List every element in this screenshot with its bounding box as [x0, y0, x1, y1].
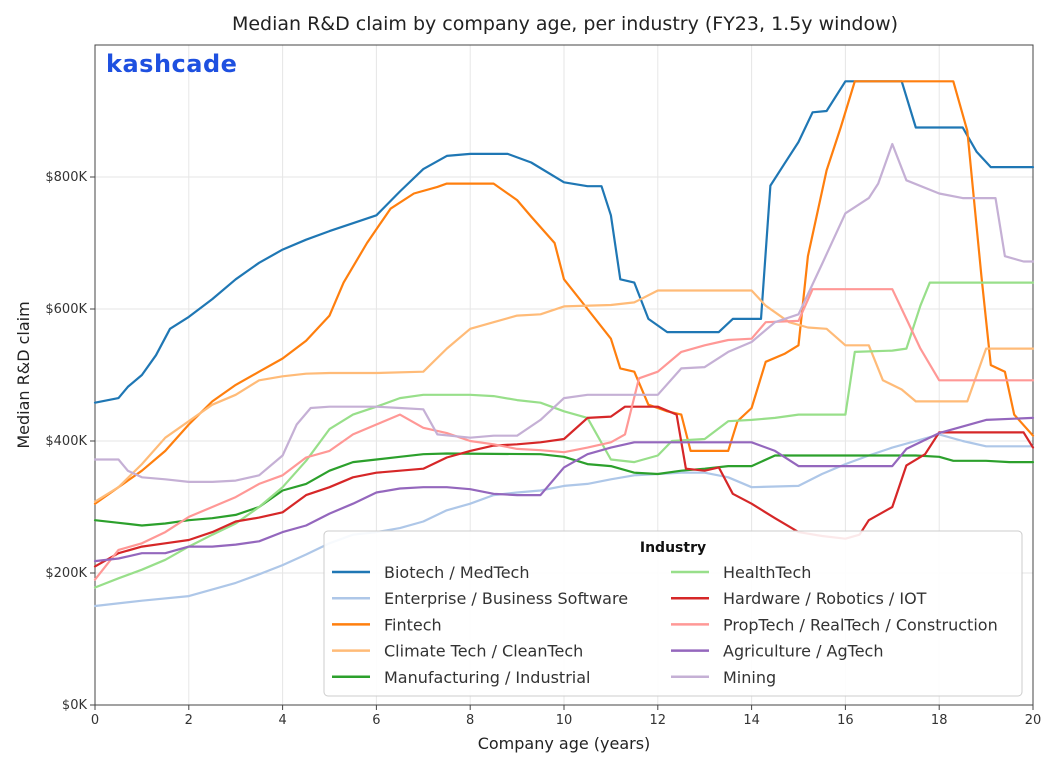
legend-label-enterprise-business-software: Enterprise / Business Software: [384, 589, 628, 608]
series-line-proptech-realtech-construction: [93, 288, 1035, 581]
legend-label-healthtech: HealthTech: [723, 563, 811, 582]
x-tick-label: 10: [556, 713, 573, 728]
series-line-biotech-medtech: [93, 80, 1035, 404]
y-axis-label: Median R&D claim: [14, 301, 33, 448]
legend-label-proptech-realtech-construction: PropTech / RealTech / Construction: [723, 615, 998, 634]
x-tick-label: 20: [1025, 713, 1042, 728]
series-line-agriculture-agtech: [93, 416, 1035, 563]
y-tick-label: $800K: [45, 170, 87, 185]
legend-label-agriculture-agtech: Agriculture / AgTech: [723, 642, 884, 661]
series-line-hardware-robotics-iot: [93, 405, 1035, 568]
x-tick-label: 4: [278, 713, 286, 728]
legend-label-biotech-medtech: Biotech / MedTech: [384, 563, 529, 582]
x-tick-label: 16: [837, 713, 854, 728]
x-tick-label: 12: [650, 713, 667, 728]
y-tick-label: $400K: [45, 434, 87, 449]
logo-kashcade: kashcade: [106, 50, 237, 78]
series-line-mining: [93, 142, 1035, 483]
legend-label-climate-tech-cleantech: Climate Tech / CleanTech: [384, 642, 583, 661]
x-tick-label: 6: [372, 713, 380, 728]
series-line-fintech: [93, 80, 1035, 505]
x-tick-label: 14: [743, 713, 760, 728]
y-tick-label: $200K: [45, 566, 87, 581]
legend-label-mining: Mining: [723, 668, 776, 687]
legend-label-fintech: Fintech: [384, 615, 442, 634]
legend-label-manufacturing-industrial: Manufacturing / Industrial: [384, 668, 590, 687]
legend-label-hardware-robotics-iot: Hardware / Robotics / IOT: [723, 589, 927, 608]
series-line-enterprise-business-software: [93, 433, 1035, 608]
x-axis-label: Company age (years): [478, 734, 651, 753]
legend: Industry Biotech / MedTech Enterprise / B…: [323, 530, 1023, 697]
legend-box: [323, 530, 1023, 697]
legend-title: Industry: [640, 540, 706, 556]
x-tick-label: 8: [466, 713, 474, 728]
x-tick-label: 18: [931, 713, 948, 728]
x-tick-label: 0: [91, 713, 99, 728]
y-tick-label: $600K: [45, 302, 87, 317]
chart-title: Median R&D claim by company age, per ind…: [232, 13, 898, 35]
tick-labels: 0 2 4 6 8 10 12 14 16 18 20 $0K $200K $400K $600K $800K: [45, 170, 1041, 728]
y-tick-label: $0K: [62, 698, 88, 713]
x-tick-label: 2: [185, 713, 193, 728]
series-line-climate-tech-cleantech: [93, 289, 1035, 503]
series-line-healthtech: [93, 281, 1035, 589]
series-lines: [93, 80, 1035, 608]
